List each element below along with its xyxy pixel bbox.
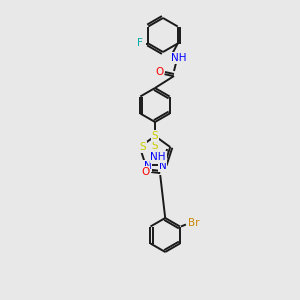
Text: F: F: [137, 38, 143, 49]
Text: N: N: [158, 161, 166, 171]
Text: Br: Br: [188, 218, 200, 229]
Text: NH: NH: [171, 53, 187, 63]
Text: N: N: [144, 161, 152, 171]
Text: S: S: [152, 131, 158, 141]
Text: O: O: [141, 167, 149, 177]
Text: S: S: [140, 142, 146, 152]
Text: NH: NH: [151, 152, 166, 162]
Text: S: S: [152, 141, 158, 151]
Text: O: O: [155, 67, 163, 77]
